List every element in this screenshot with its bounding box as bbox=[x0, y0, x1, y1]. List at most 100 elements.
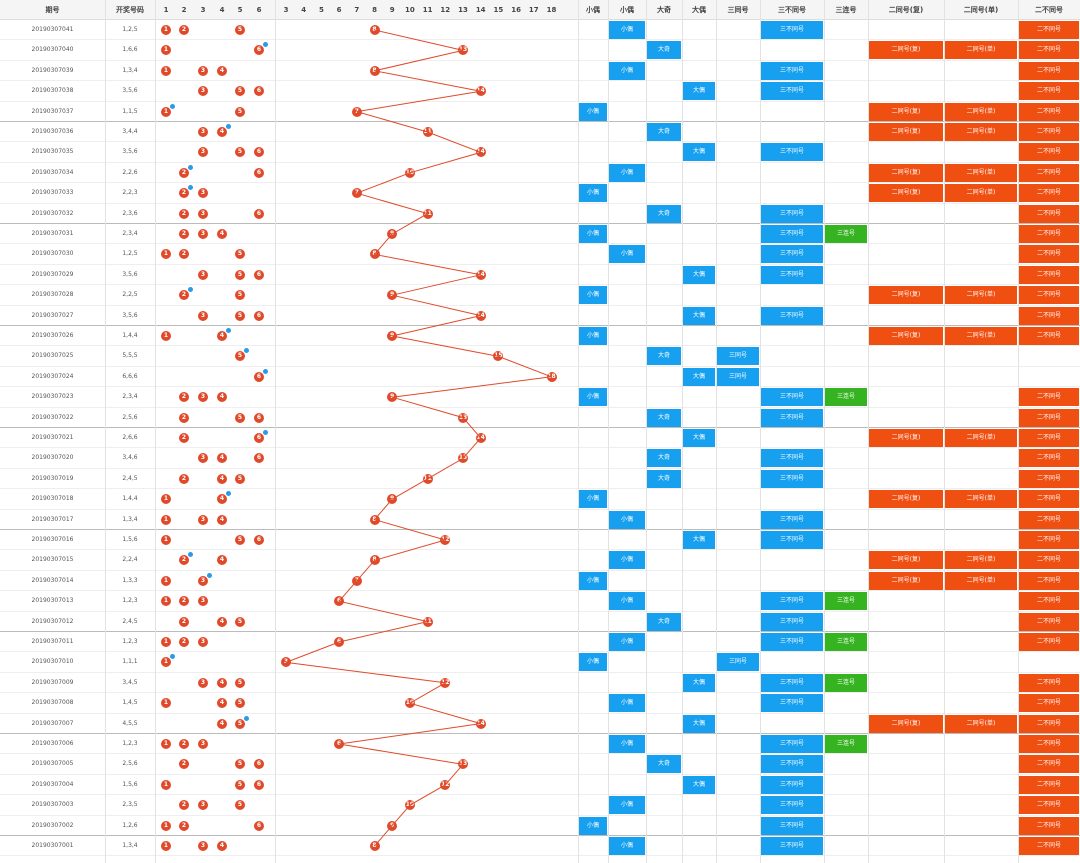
tag-three-seq: 三连号 bbox=[825, 388, 867, 407]
digit-ball-1: 1 bbox=[161, 106, 171, 117]
digit-ball-3: 3 bbox=[198, 188, 208, 199]
row-numbers: 1,4,4 bbox=[122, 495, 138, 503]
table-row: 20190307012 2,4,5 2 4 5 11 大奇 三不同号 二不同号 bbox=[0, 612, 1080, 632]
digit-ball-2: 2 bbox=[179, 820, 189, 831]
table-row: 20190307040 1,6,6 1 6 13 大奇 二同号(复) 二同号(单) 二不同号 bbox=[0, 40, 1080, 61]
digit-ball-2: 2 bbox=[179, 433, 189, 443]
row-period: 20190307006 bbox=[31, 740, 74, 747]
digit-ball-2: 2 bbox=[179, 616, 189, 627]
digit-ball-3: 3 bbox=[198, 65, 208, 76]
tag-big-even: 大偶 bbox=[683, 306, 715, 325]
repeat-dot bbox=[243, 714, 250, 722]
row-period: 20190307004 bbox=[31, 780, 74, 788]
digit-ball-5: 5 bbox=[235, 310, 245, 321]
row-period: 20190307014 bbox=[31, 576, 74, 584]
tag-three-diff: 三不同号 bbox=[761, 306, 823, 325]
digit-ball-5: 5 bbox=[235, 698, 245, 709]
table-row: 20190307037 1,1,5 1 5 7 小偶 二同号(复) 二同号(单) 二不同号 bbox=[0, 102, 1080, 122]
digit-ball-2: 2 bbox=[179, 188, 189, 199]
tag-two-diff: 二不同号 bbox=[1019, 163, 1079, 182]
tag-three-diff: 三不同号 bbox=[761, 612, 823, 631]
header-sum-7: 7 bbox=[354, 6, 360, 14]
digit-ball-6: 6 bbox=[254, 412, 264, 423]
row-period: 20190307012 bbox=[31, 617, 74, 625]
digit-ball-6: 6 bbox=[254, 269, 264, 280]
tag-small: 小偶 bbox=[609, 633, 645, 651]
digit-ball-1: 1 bbox=[161, 637, 171, 647]
header-sum-9: 9 bbox=[389, 6, 395, 14]
digit-ball-4: 4 bbox=[217, 229, 227, 239]
tag-three-diff: 三不同号 bbox=[761, 816, 823, 835]
digit-ball-3: 3 bbox=[198, 392, 208, 403]
tag-two-diff: 二不同号 bbox=[1019, 816, 1079, 835]
tag-small: 小偶 bbox=[609, 592, 645, 611]
digit-ball-6: 6 bbox=[254, 453, 264, 464]
header-digit-2: 2 bbox=[181, 6, 187, 14]
table-row: 20190307030 1,2,5 1 2 5 8 小偶 三不同号 二不同号 bbox=[0, 244, 1080, 265]
tag-three-seq: 三连号 bbox=[825, 633, 867, 651]
tag-triple: 三同号 bbox=[717, 367, 759, 386]
table-row: 20190307017 1,3,4 1 3 4 8 小偶 三不同号 二不同号 bbox=[0, 510, 1080, 530]
tag-two-diff: 二不同号 bbox=[1019, 694, 1079, 713]
header-sum-18: 18 bbox=[546, 6, 557, 14]
tag-two-same-multi: 二同号(复) bbox=[869, 571, 943, 590]
tag-two-same-multi: 二同号(复) bbox=[869, 714, 943, 733]
digit-ball-1: 1 bbox=[161, 535, 171, 545]
row-period: 20190307029 bbox=[31, 270, 74, 278]
digit-ball-3: 3 bbox=[198, 310, 208, 321]
tag-three-diff: 三不同号 bbox=[761, 388, 823, 407]
row-period: 20190307013 bbox=[31, 597, 74, 605]
tag-triple: 三同号 bbox=[717, 347, 759, 366]
digit-ball-2: 2 bbox=[179, 208, 189, 219]
row-numbers: 2,4,5 bbox=[122, 474, 138, 482]
digit-ball-2: 2 bbox=[179, 759, 189, 770]
table-row: 20190307014 1,3,3 1 3 7 小偶 二同号(复) 二同号(单) 二不同号 bbox=[0, 571, 1080, 592]
digit-ball-4: 4 bbox=[217, 494, 227, 505]
column-divider bbox=[716, 0, 717, 863]
repeat-dot bbox=[187, 286, 194, 294]
digit-ball-2: 2 bbox=[179, 249, 189, 260]
row-numbers: 1,2,5 bbox=[122, 250, 138, 258]
row-numbers: 2,3,5 bbox=[122, 801, 138, 809]
row-period: 20190307035 bbox=[31, 148, 74, 156]
tag-small: 小偶 bbox=[609, 694, 645, 713]
header-sum-8: 8 bbox=[372, 6, 377, 14]
digit-ball-4: 4 bbox=[217, 331, 227, 341]
repeat-dot bbox=[187, 163, 194, 171]
tag-two-diff: 二不同号 bbox=[1019, 204, 1079, 223]
row-period: 20190307018 bbox=[31, 495, 74, 503]
tag-two-same-multi: 二同号(复) bbox=[869, 123, 943, 141]
table-row: 20190307023 2,3,4 2 3 4 9 小偶 三不同号 三连号 二不同号 bbox=[0, 387, 1080, 408]
tag-small: 小偶 bbox=[609, 61, 645, 80]
row-period: 20190307040 bbox=[31, 46, 74, 54]
tag-three-diff: 三不同号 bbox=[761, 61, 823, 80]
tag-two-same-single: 二同号(单) bbox=[945, 551, 1017, 570]
digit-ball-5: 5 bbox=[235, 473, 245, 484]
tag-two-same-single: 二同号(单) bbox=[945, 102, 1017, 121]
tag-three-diff: 三不同号 bbox=[761, 694, 823, 713]
digit-ball-6: 6 bbox=[254, 820, 264, 831]
table-row: 20190307013 1,2,3 1 2 3 6 小偶 三不同号 三连号 二不同号 bbox=[0, 591, 1080, 612]
tag-two-diff: 二不同号 bbox=[1019, 837, 1079, 855]
column-divider bbox=[608, 0, 609, 863]
tag-small: 小偶 bbox=[579, 571, 607, 590]
tag-big-even: 大偶 bbox=[683, 367, 715, 386]
row-period: 20190307019 bbox=[31, 474, 74, 482]
digit-ball-2: 2 bbox=[179, 25, 189, 35]
digit-ball-6: 6 bbox=[254, 167, 264, 178]
row-numbers: 1,2,3 bbox=[122, 638, 138, 645]
repeat-dot bbox=[243, 347, 250, 355]
tag-big-odd: 大奇 bbox=[647, 755, 681, 774]
table-row: 20190307028 2,2,5 2 5 9 小偶 二同号(复) 二同号(单) 二不同号 bbox=[0, 285, 1080, 306]
tag-small: 小偶 bbox=[579, 490, 607, 509]
digit-ball-1: 1 bbox=[161, 779, 171, 790]
tag-two-diff: 二不同号 bbox=[1019, 123, 1079, 141]
digit-ball-1: 1 bbox=[161, 841, 171, 851]
tag-two-same-multi: 二同号(复) bbox=[869, 429, 943, 447]
tag-small: 小偶 bbox=[609, 510, 645, 529]
tag-two-diff: 二不同号 bbox=[1019, 796, 1079, 815]
table-row: 20190307001 1,3,4 1 3 4 8 小偶 三不同号 二不同号 bbox=[0, 836, 1080, 857]
row-period: 20190307041 bbox=[31, 26, 74, 33]
row-period: 20190307003 bbox=[31, 801, 74, 809]
digit-ball-1: 1 bbox=[161, 575, 171, 586]
